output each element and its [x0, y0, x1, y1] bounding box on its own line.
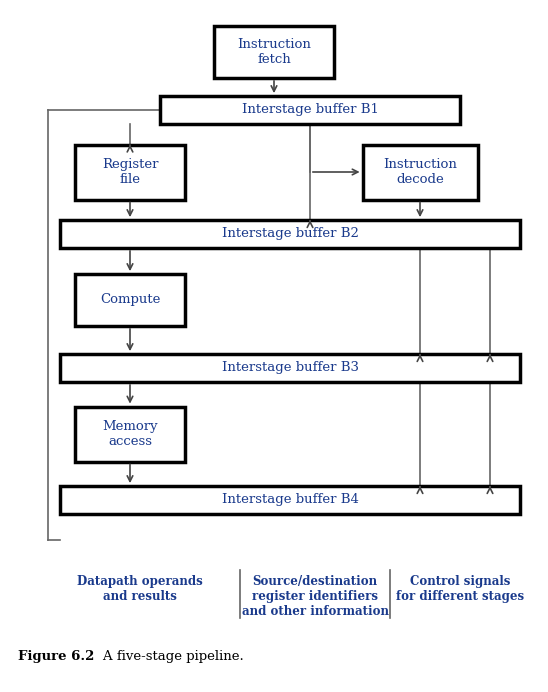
Text: Register
file: Register file — [102, 158, 158, 186]
Bar — [160, 96, 460, 124]
Bar — [75, 145, 185, 199]
Text: A five-stage pipeline.: A five-stage pipeline. — [86, 650, 244, 663]
Text: Interstage buffer B3: Interstage buffer B3 — [221, 361, 358, 374]
Bar — [214, 26, 334, 78]
Text: Interstage buffer B1: Interstage buffer B1 — [242, 104, 379, 116]
Bar — [362, 145, 477, 199]
Text: Figure 6.2: Figure 6.2 — [18, 650, 94, 663]
Text: Datapath operands
and results: Datapath operands and results — [77, 575, 203, 603]
Bar — [75, 406, 185, 462]
Text: Instruction
fetch: Instruction fetch — [237, 38, 311, 66]
Bar — [60, 486, 520, 514]
Text: Source/destination
register identifiers
and other information: Source/destination register identifiers … — [242, 575, 389, 618]
Text: Memory
access: Memory access — [102, 420, 158, 448]
Text: Instruction
decode: Instruction decode — [383, 158, 457, 186]
Text: Interstage buffer B4: Interstage buffer B4 — [221, 493, 358, 507]
Bar — [60, 220, 520, 248]
Text: Compute: Compute — [100, 293, 160, 307]
Bar — [75, 274, 185, 326]
Bar — [60, 354, 520, 382]
Text: Control signals
for different stages: Control signals for different stages — [396, 575, 524, 603]
Text: Interstage buffer B2: Interstage buffer B2 — [221, 228, 358, 241]
